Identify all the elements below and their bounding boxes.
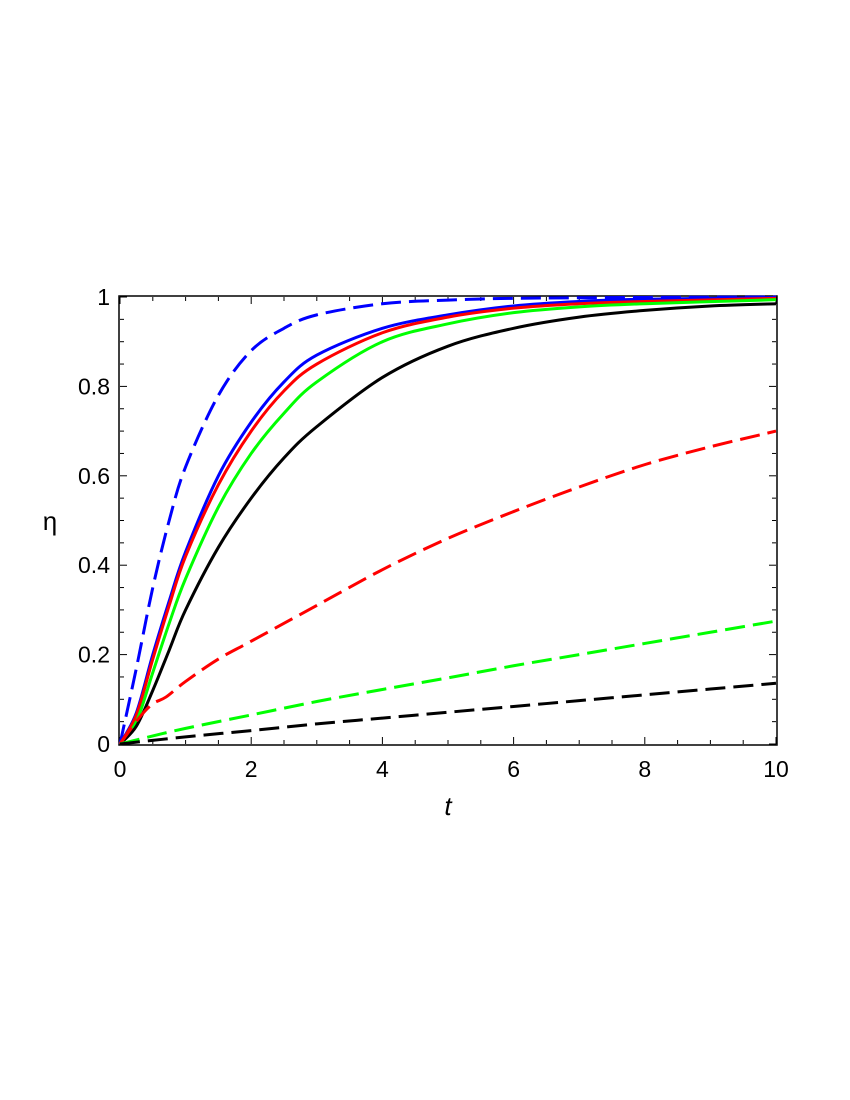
y-tick-label: 0 [97, 731, 110, 757]
series-line-solid-3 [118, 298, 777, 745]
x-tick-label: 4 [376, 756, 389, 782]
x-tick-label: 10 [763, 756, 789, 782]
y-axis-title: η [43, 506, 57, 536]
y-tick-label: 1 [97, 284, 110, 310]
x-axis-title: t [444, 791, 453, 821]
series-line-solid-4 [118, 302, 777, 746]
y-tick-labels: 0 0.2 0.4 0.6 0.8 1 [78, 284, 110, 757]
series-line-dashed-7 [119, 681, 777, 746]
y-tick-label: 0.6 [78, 463, 110, 489]
y-tick-label: 0.4 [78, 552, 110, 578]
series-line-dashed-0 [118, 295, 777, 745]
series-line-solid-2 [118, 296, 777, 745]
x-tick-labels: 0 2 4 6 8 10 [114, 756, 789, 782]
series-group [118, 295, 777, 746]
y-tick-label: 0.2 [78, 642, 110, 668]
x-tick-label: 2 [245, 756, 258, 782]
x-tick-label: 6 [507, 756, 520, 782]
plot-frame [118, 295, 778, 746]
x-tick-label: 8 [638, 756, 651, 782]
series-line-dashed-6 [119, 619, 777, 746]
x-tick-label: 0 [114, 756, 127, 782]
y-tick-label: 0.8 [78, 373, 110, 399]
series-line-dashed-5 [118, 429, 777, 745]
